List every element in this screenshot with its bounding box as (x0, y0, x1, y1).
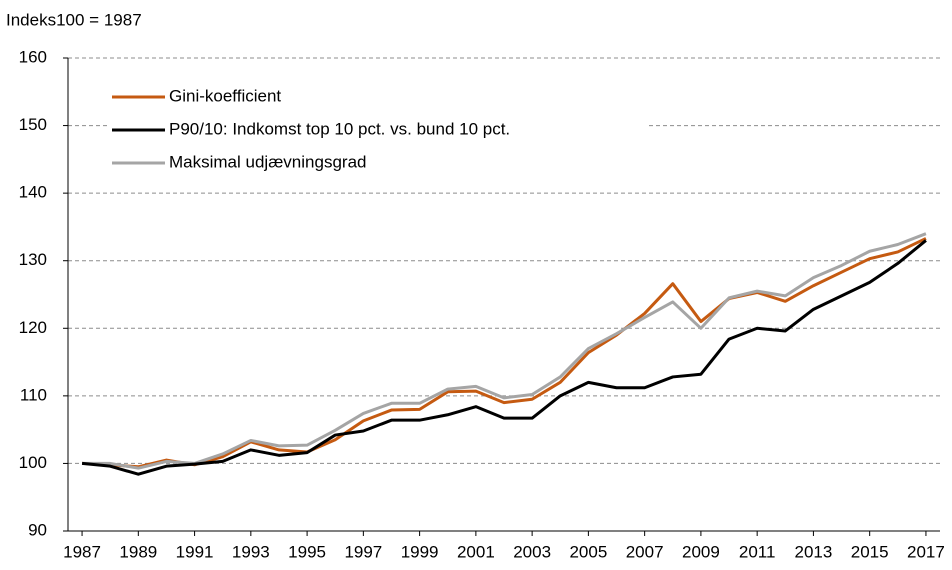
x-tick-label: 1999 (401, 542, 439, 561)
y-axis-label: Indeks100 = 1987 (6, 10, 142, 29)
series-line (81, 237, 927, 469)
series-line (82, 232, 927, 470)
legend-label: P90/10: Indkomst top 10 pct. vs. bund 10… (169, 119, 510, 138)
x-tick-label: 2017 (907, 542, 945, 561)
legend-label: Gini-koefficient (169, 86, 281, 105)
x-tick-label: 1987 (63, 542, 101, 561)
y-tick-label: 120 (19, 318, 47, 337)
legend-bg (108, 152, 648, 174)
x-tick-label: 2013 (795, 542, 833, 561)
y-tick-label: 140 (19, 183, 47, 202)
x-tick-label: 2015 (851, 542, 889, 561)
y-tick-label: 150 (19, 115, 47, 134)
legend-bg (108, 86, 648, 108)
x-tick-label: 1993 (232, 542, 270, 561)
x-tick-label: 1989 (119, 542, 157, 561)
y-tick-label: 100 (19, 453, 47, 472)
x-tick-label: 2003 (513, 542, 551, 561)
y-tick-label: 130 (19, 250, 47, 269)
x-tick-label: 2001 (457, 542, 495, 561)
y-tick-label: 110 (20, 385, 47, 404)
series-line (81, 239, 927, 476)
y-tick-label: 90 (28, 520, 47, 539)
x-tick-label: 2009 (682, 542, 720, 561)
x-tick-label: 1997 (344, 542, 382, 561)
x-tick-label: 2011 (739, 542, 776, 561)
legend-label: Maksimal udjævningsgrad (169, 152, 366, 171)
x-tick-label: 2005 (569, 542, 607, 561)
x-tick-label: 1991 (176, 542, 214, 561)
y-tick-label: 160 (19, 47, 47, 66)
x-tick-label: 1995 (288, 542, 326, 561)
legend-bg (108, 119, 648, 141)
x-tick-label: 2007 (626, 542, 664, 561)
